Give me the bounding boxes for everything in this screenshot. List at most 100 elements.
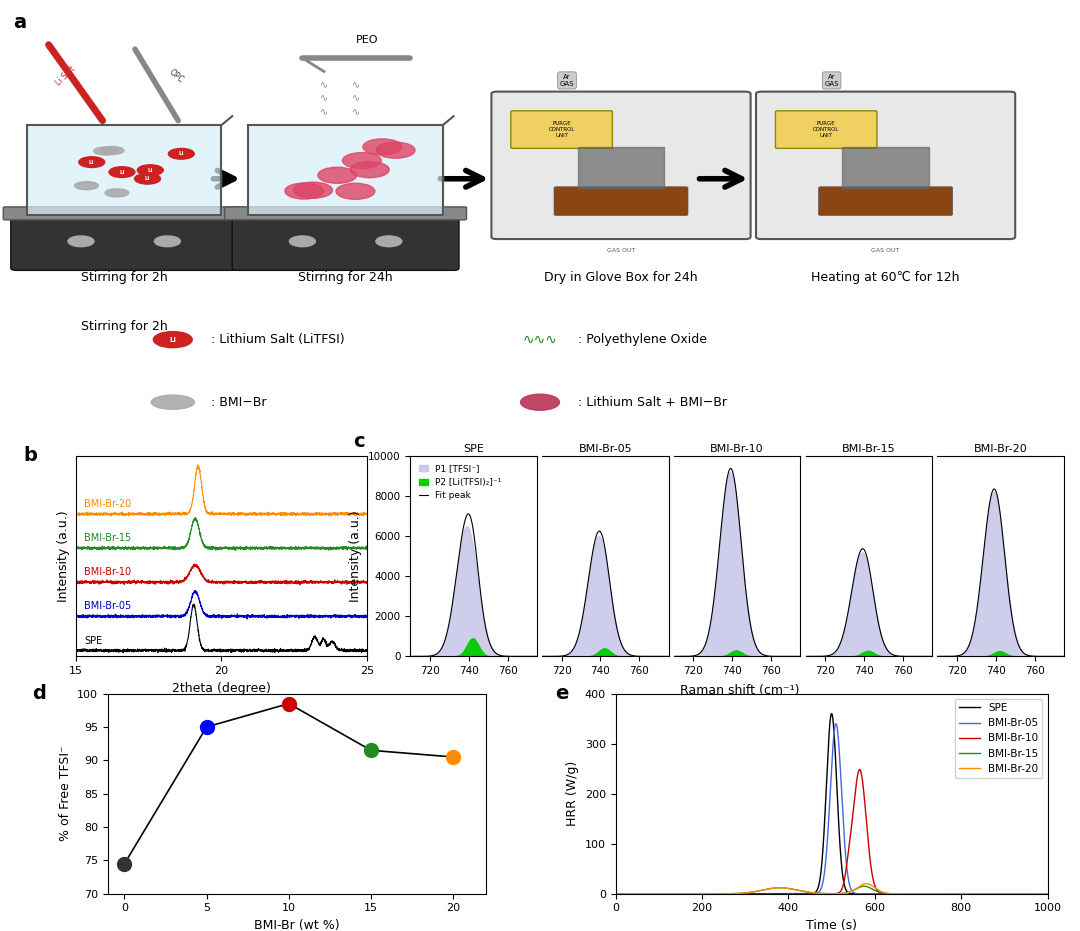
FancyBboxPatch shape <box>232 212 459 270</box>
Text: SPE: SPE <box>84 636 103 645</box>
Circle shape <box>79 156 105 168</box>
Text: Ar
GAS: Ar GAS <box>559 74 575 87</box>
BMI-Br-15 <box>890 888 903 899</box>
BMI-Br-15 <box>858 881 870 892</box>
Text: BMI-Br-10: BMI-Br-10 <box>84 567 132 577</box>
Text: Stirring for 24h: Stirring for 24h <box>298 271 393 284</box>
Line: BMI-Br-20: BMI-Br-20 <box>616 884 1048 894</box>
Circle shape <box>350 162 389 178</box>
Point <box>280 696 297 711</box>
BMI-Br-10 <box>964 888 977 899</box>
BMI-Br-10 <box>688 888 701 899</box>
Legend: P1 [TFSI⁻], P2 [Li(TFSI)₂]⁻¹, Fit peak: P1 [TFSI⁻], P2 [Li(TFSI)₂]⁻¹, Fit peak <box>415 461 504 504</box>
Text: BMI-Br-15: BMI-Br-15 <box>84 533 132 544</box>
Text: d: d <box>32 683 46 703</box>
BMI-Br-20 <box>774 883 787 894</box>
BMI-Br-10 <box>1041 888 1054 899</box>
Text: : Polyethylene Oxide: : Polyethylene Oxide <box>578 333 706 346</box>
BMI-Br-15 <box>868 884 881 896</box>
Text: ∿: ∿ <box>352 107 361 116</box>
Line: BMI-Br-10: BMI-Br-10 <box>616 770 1048 894</box>
Title: SPE: SPE <box>463 444 484 454</box>
Circle shape <box>363 139 402 155</box>
BMI-Br-05 <box>1041 888 1054 899</box>
Point <box>362 743 379 758</box>
BMI-Br-15 <box>688 888 701 899</box>
BMI-Br-15 <box>1041 888 1054 899</box>
Point <box>116 857 133 871</box>
Text: Li: Li <box>145 176 150 182</box>
Line: SPE: SPE <box>616 714 1048 894</box>
BMI-Br-15 <box>964 888 977 899</box>
Text: b: b <box>23 446 37 466</box>
Text: ∿: ∿ <box>352 93 361 103</box>
Text: : Lithium Salt + BMI−Br: : Lithium Salt + BMI−Br <box>578 396 727 409</box>
Circle shape <box>135 173 161 184</box>
Legend: SPE, BMI-Br-05, BMI-Br-10, BMI-Br-15, BMI-Br-20: SPE, BMI-Br-05, BMI-Br-10, BMI-Br-15, BM… <box>955 699 1042 778</box>
Polygon shape <box>27 125 221 214</box>
Circle shape <box>153 331 192 347</box>
Text: Li: Li <box>148 168 153 172</box>
Text: ∿: ∿ <box>320 93 328 103</box>
Circle shape <box>289 236 315 247</box>
SPE <box>774 888 787 899</box>
Text: Li: Li <box>119 169 124 175</box>
BMI-Br-20 <box>932 888 945 899</box>
BMI-Br-20 <box>688 888 701 899</box>
Circle shape <box>109 167 135 178</box>
BMI-Br-05 <box>774 888 787 899</box>
Y-axis label: Intensity (a.u.): Intensity (a.u.) <box>350 510 363 602</box>
BMI-Br-05 <box>932 888 945 899</box>
Point <box>198 720 215 735</box>
Text: ∿: ∿ <box>320 107 328 116</box>
Title: BMI-Br-15: BMI-Br-15 <box>842 444 895 454</box>
Polygon shape <box>248 125 443 214</box>
SPE <box>609 888 622 899</box>
Title: BMI-Br-20: BMI-Br-20 <box>974 444 1027 454</box>
Text: Raman shift (cm⁻¹): Raman shift (cm⁻¹) <box>680 684 799 697</box>
Circle shape <box>168 148 194 159</box>
X-axis label: BMI-Br (wt %): BMI-Br (wt %) <box>254 919 340 931</box>
FancyBboxPatch shape <box>756 91 1015 239</box>
Text: Li: Li <box>178 151 184 156</box>
Text: ∿: ∿ <box>352 80 361 90</box>
Ellipse shape <box>94 147 118 155</box>
Text: OPC: OPC <box>167 67 186 85</box>
BMI-Br-20 <box>868 882 881 893</box>
X-axis label: Time (s): Time (s) <box>806 919 858 931</box>
BMI-Br-05 <box>609 888 622 899</box>
BMI-Br-15 <box>774 883 787 894</box>
Line: BMI-Br-15: BMI-Br-15 <box>616 886 1048 894</box>
BMI-Br-05 <box>868 888 881 899</box>
Text: e: e <box>555 683 568 703</box>
Circle shape <box>342 153 381 169</box>
SPE <box>890 888 903 899</box>
Text: : Lithium Salt (LiTFSI): : Lithium Salt (LiTFSI) <box>211 333 345 346</box>
Y-axis label: HRR (W/g): HRR (W/g) <box>566 761 579 827</box>
Text: Li: Li <box>170 337 176 343</box>
FancyBboxPatch shape <box>554 187 688 215</box>
FancyBboxPatch shape <box>511 111 612 148</box>
BMI-Br-10 <box>890 888 903 899</box>
Circle shape <box>294 182 333 198</box>
Text: Li Salt: Li Salt <box>54 64 77 88</box>
Ellipse shape <box>100 146 124 155</box>
SPE <box>825 708 838 720</box>
Text: PEO: PEO <box>356 35 378 46</box>
SPE <box>964 888 977 899</box>
Text: BMI-Br-20: BMI-Br-20 <box>84 499 132 509</box>
BMI-Br-15 <box>932 888 945 899</box>
Circle shape <box>376 142 415 158</box>
BMI-Br-05 <box>890 888 903 899</box>
SPE <box>1041 888 1054 899</box>
BMI-Br-05 <box>964 888 977 899</box>
SPE <box>932 888 945 899</box>
Circle shape <box>318 168 356 183</box>
SPE <box>688 888 701 899</box>
FancyBboxPatch shape <box>819 187 953 215</box>
Text: : BMI−Br: : BMI−Br <box>211 396 266 409</box>
Text: Stirring for 2h: Stirring for 2h <box>81 319 167 332</box>
Ellipse shape <box>75 182 98 190</box>
Circle shape <box>376 236 402 247</box>
BMI-Br-05 <box>688 888 701 899</box>
